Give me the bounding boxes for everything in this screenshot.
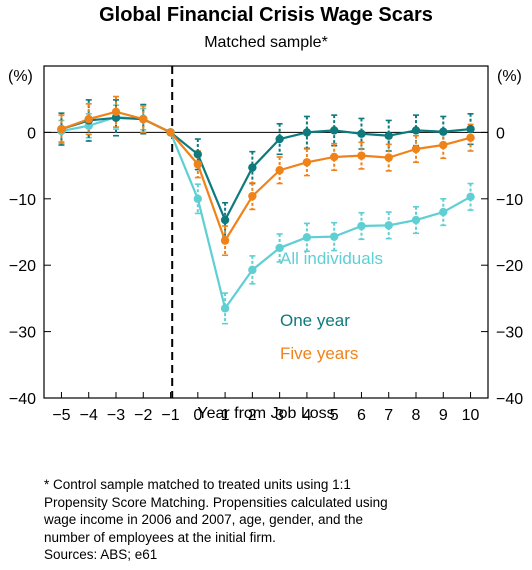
x-tick-label: 7	[384, 407, 393, 424]
data-point-all-individuals	[220, 304, 230, 313]
x-tick-label: −4	[80, 407, 98, 424]
y-tick-label-right: −20	[496, 258, 523, 275]
chart-subtitle: Matched sample*	[204, 34, 328, 51]
data-point-all-individuals	[466, 192, 475, 202]
footnote-line: number of employees at the initial firm.	[44, 529, 276, 545]
data-point-five-years	[466, 133, 475, 142]
y-tick-label-left: −20	[9, 258, 36, 275]
data-point-five-years	[84, 114, 93, 124]
footnote-line: Propensity Score Matching. Propensities …	[44, 494, 388, 510]
data-point-one-year	[275, 134, 284, 144]
data-point-five-years	[275, 166, 284, 175]
data-point-five-years	[193, 160, 203, 169]
y-tick-label-right: 0	[496, 125, 505, 142]
x-tick-label: 8	[412, 407, 421, 424]
data-point-all-individuals	[329, 232, 339, 241]
x-tick-label: 1	[221, 407, 230, 424]
data-point-all-individuals	[439, 207, 448, 217]
data-point-one-year	[329, 126, 339, 135]
x-tick-label: 5	[330, 407, 339, 424]
y-tick-label-right: −30	[496, 325, 523, 342]
data-point-one-year	[384, 131, 393, 140]
data-point-one-year	[439, 127, 448, 136]
x-tick-label: 9	[439, 407, 448, 424]
x-tick-label: −5	[52, 407, 70, 424]
data-point-one-year	[193, 150, 203, 159]
legend-all-individuals: All individuals	[280, 249, 383, 268]
data-point-one-year	[111, 113, 121, 122]
data-point-one-year	[411, 126, 421, 135]
data-point-five-years	[384, 153, 393, 162]
y-tick-label-left: −40	[9, 391, 36, 408]
data-point-all-individuals	[411, 215, 421, 225]
x-tick-label: 0	[193, 407, 202, 424]
x-tick-label: −3	[107, 407, 125, 424]
y-axis-unit-left: (%)	[8, 68, 33, 85]
line-chart: (%) (%) Year from Job Loss 0 0−10 −10−20 −2…	[8, 65, 523, 424]
data-point-one-year	[220, 215, 230, 225]
x-tick-label: 6	[357, 407, 366, 424]
data-point-five-years	[139, 114, 148, 124]
x-tick-label: −2	[134, 407, 152, 424]
data-point-five-years	[166, 128, 175, 137]
x-tick-label: 2	[248, 407, 257, 424]
data-point-all-individuals	[193, 194, 203, 203]
x-axis-label: Year from Job Loss	[197, 405, 334, 422]
x-tick-label: 4	[302, 407, 311, 424]
data-point-five-years	[57, 124, 66, 134]
data-point-five-years	[248, 191, 257, 201]
footnote-line: wage income in 2006 and 2007, age, gende…	[44, 512, 364, 527]
y-tick-label-right: −40	[496, 391, 523, 408]
series-line-one-year	[61, 116, 471, 222]
footnote: * Control sample matched to treated unit…	[44, 476, 464, 564]
data-point-five-years	[111, 107, 121, 117]
sources-line: Sources: ABS; e61	[44, 547, 158, 562]
data-point-one-year	[357, 129, 366, 138]
y-tick-label-left: −30	[9, 325, 36, 342]
y-axis-unit-right: (%)	[497, 68, 522, 85]
data-point-all-individuals	[302, 233, 312, 242]
plot-frame	[43, 65, 489, 399]
chart-title: Global Financial Crisis Wage Scars	[99, 4, 433, 26]
x-tick-label: 3	[275, 407, 284, 424]
footnote-line: * Control sample matched to treated unit…	[44, 477, 351, 492]
data-point-one-year	[302, 128, 312, 137]
data-point-five-years	[329, 152, 339, 162]
series-line-five-years	[61, 110, 471, 242]
data-point-all-individuals	[384, 221, 393, 230]
y-tick-label-left: −10	[9, 192, 36, 209]
data-point-all-individuals	[248, 265, 257, 275]
data-point-five-years	[439, 140, 448, 150]
x-tick-label: −1	[161, 407, 179, 424]
x-tick-label: 10	[462, 407, 480, 424]
legend-five-years: Five years	[280, 344, 358, 363]
data-point-five-years	[220, 236, 230, 245]
y-tick-label-left: 0	[27, 125, 36, 142]
series-line-all-individuals	[61, 116, 472, 310]
data-point-one-year	[466, 124, 475, 134]
legend-one-year: One year	[280, 311, 350, 330]
data-point-all-individuals	[275, 243, 284, 253]
data-point-all-individuals	[357, 221, 366, 231]
data-point-five-years	[357, 151, 366, 160]
data-point-five-years	[302, 158, 312, 167]
data-point-five-years	[411, 144, 421, 154]
y-tick-label-right: −10	[496, 192, 523, 209]
data-point-one-year	[248, 163, 257, 172]
